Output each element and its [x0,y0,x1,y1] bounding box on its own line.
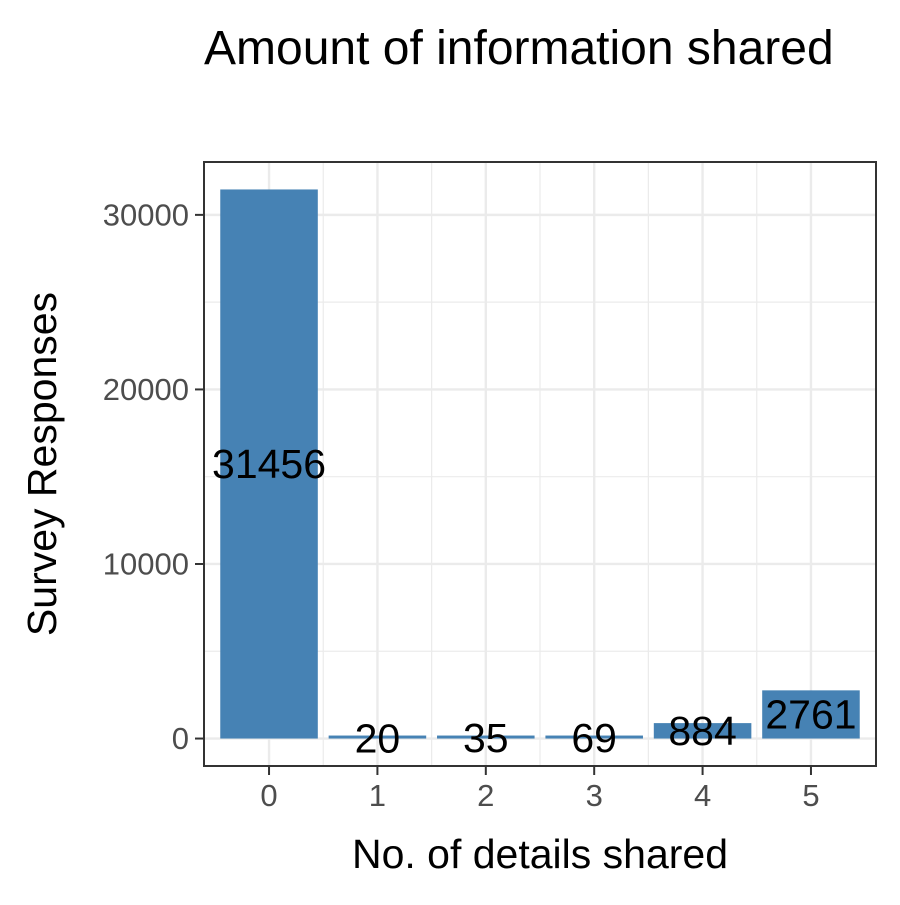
bar-0 [220,189,318,739]
bar-3 [545,735,643,739]
data-label-5: 2761 [765,691,856,737]
data-label-0: 31456 [212,441,326,487]
data-label-1: 20 [355,715,401,761]
panel-border [203,161,877,767]
y-tick-label: 20000 [103,372,189,407]
data-label-4: 884 [668,708,736,754]
x-tick-label: 1 [369,778,386,813]
data-label-2: 35 [463,715,509,761]
data-label-layer: 31456 20 35 69 884 2761 [212,441,857,761]
y-tick-label: 10000 [103,546,189,581]
x-tick-label: 2 [477,778,494,813]
bar-layer [220,189,860,739]
x-tick-label: 4 [694,778,711,813]
x-tick-label: 3 [586,778,603,813]
bar-4 [653,723,752,739]
bar-2 [437,735,535,739]
y-axis-title: Survey Responses [19,292,65,636]
y-tick-label: 30000 [103,197,189,232]
y-tick-label: 0 [172,721,189,756]
data-label-3: 69 [571,715,617,761]
x-tick-label: 5 [802,778,819,813]
bar-5 [762,690,860,739]
x-axis-title: No. of details shared [352,831,728,877]
x-tick-label: 0 [260,778,277,813]
axis-layer: 0 10000 20000 30000 0 1 2 3 4 5 [103,197,820,813]
chart-title: Amount of information shared [204,22,834,75]
bar-1 [328,735,427,739]
